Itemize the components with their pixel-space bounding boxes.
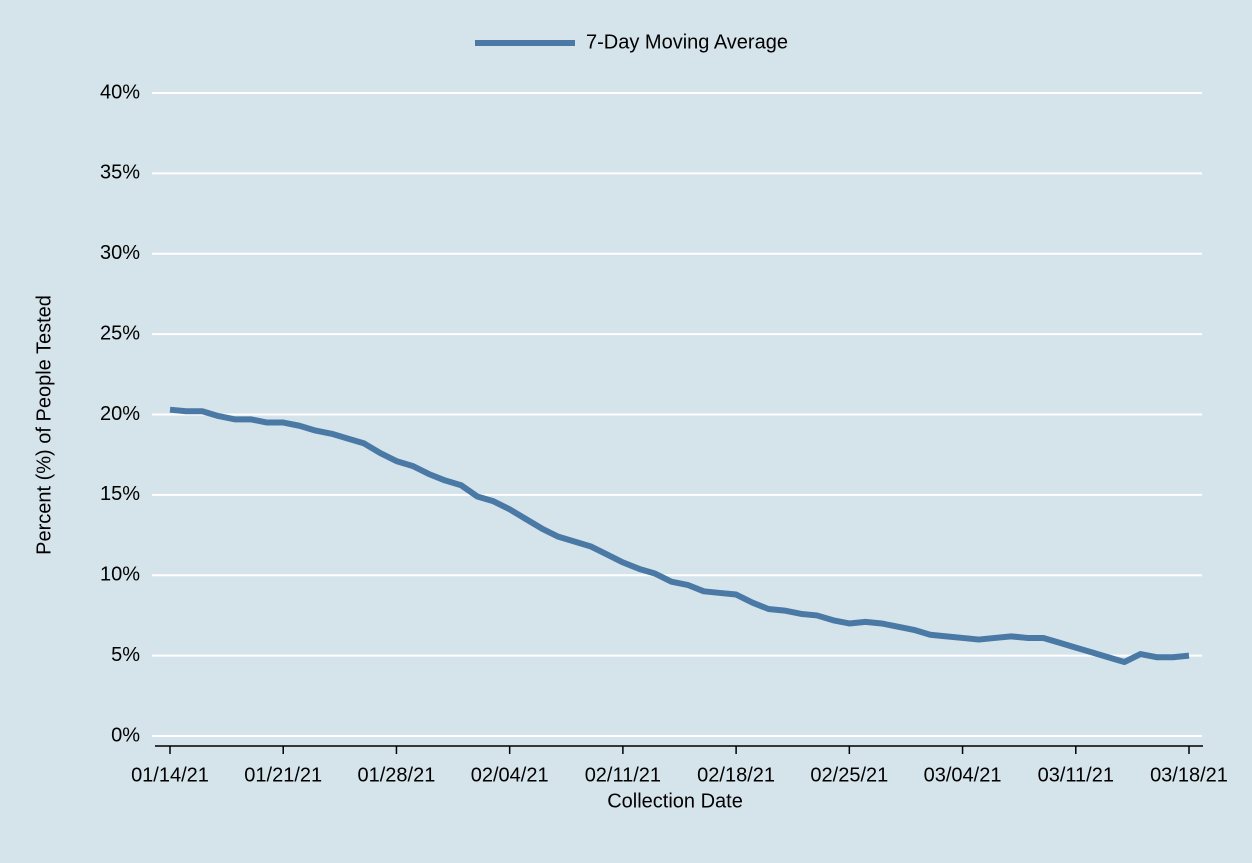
y-tick-label: 30% (100, 242, 140, 264)
y-tick-label: 40% (100, 81, 140, 103)
x-tick-label: 02/04/21 (471, 764, 549, 786)
y-tick-label: 10% (100, 564, 140, 586)
x-tick-label: 03/18/21 (1150, 764, 1228, 786)
y-tick-label: 25% (100, 322, 140, 344)
x-tick-label: 01/14/21 (131, 764, 209, 786)
data-line (169, 406, 1190, 666)
x-tick-label: 01/28/21 (358, 764, 436, 786)
y-tick-label: 0% (111, 724, 140, 746)
x-tick-label: 01/21/21 (244, 764, 322, 786)
legend-label: 7-Day Moving Average (586, 31, 788, 53)
y-tick-label: 20% (100, 403, 140, 425)
x-tick-label: 02/25/21 (810, 764, 888, 786)
x-tick-label: 02/18/21 (697, 764, 775, 786)
y-tick-label: 15% (100, 483, 140, 505)
x-tick-label: 03/04/21 (924, 764, 1002, 786)
y-axis-title: Percent (%) of People Tested (33, 295, 55, 555)
x-tick-label: 03/11/21 (1038, 764, 1114, 786)
y-tick-label: 5% (111, 644, 140, 666)
y-tick-label: 35% (100, 162, 140, 184)
x-axis-title: Collection Date (607, 790, 743, 812)
x-tick-label: 02/11/21 (585, 764, 661, 786)
